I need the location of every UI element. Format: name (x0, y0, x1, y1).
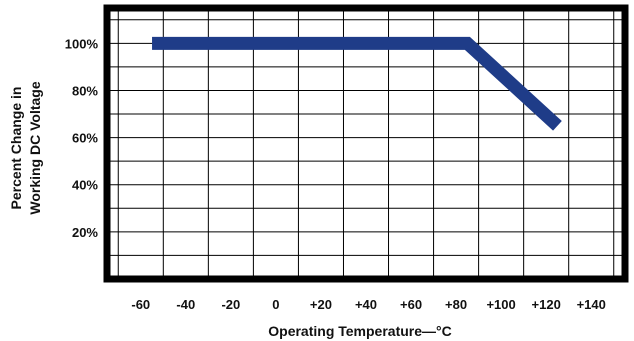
y-tick-label: 60% (72, 131, 98, 146)
x-tick-label: -20 (221, 297, 240, 312)
y-tick-label: 20% (72, 225, 98, 240)
x-tick-label: +140 (577, 297, 606, 312)
x-tick-labels: -60 -40 -20 0 +20 +40 +60 +80 +100 +120 +140 (131, 297, 605, 312)
grid-lines (107, 8, 625, 279)
y-axis-title-line-2: Working DC Voltage (27, 81, 43, 214)
x-tick-label: +120 (532, 297, 561, 312)
y-axis-title-line-1: Percent Change in (8, 87, 24, 210)
x-tick-label: -40 (176, 297, 195, 312)
x-tick-label: 0 (272, 297, 279, 312)
series-group (152, 36, 562, 131)
x-tick-label: +40 (355, 297, 377, 312)
x-tick-label: +60 (400, 297, 422, 312)
x-tick-label: +20 (310, 297, 332, 312)
x-tick-label: -60 (131, 297, 150, 312)
y-tick-labels: 100% 80% 60% 40% 20% (65, 36, 99, 240)
y-tick-label: 100% (65, 36, 99, 51)
y-tick-label: 40% (72, 178, 98, 193)
x-axis-title: Operating Temperature—°C (268, 323, 451, 339)
plot-frame (103, 4, 629, 283)
y-tick-label: 80% (72, 83, 98, 98)
x-tick-label: +100 (486, 297, 515, 312)
x-tick-label: +80 (445, 297, 467, 312)
derating-curve (152, 36, 562, 131)
